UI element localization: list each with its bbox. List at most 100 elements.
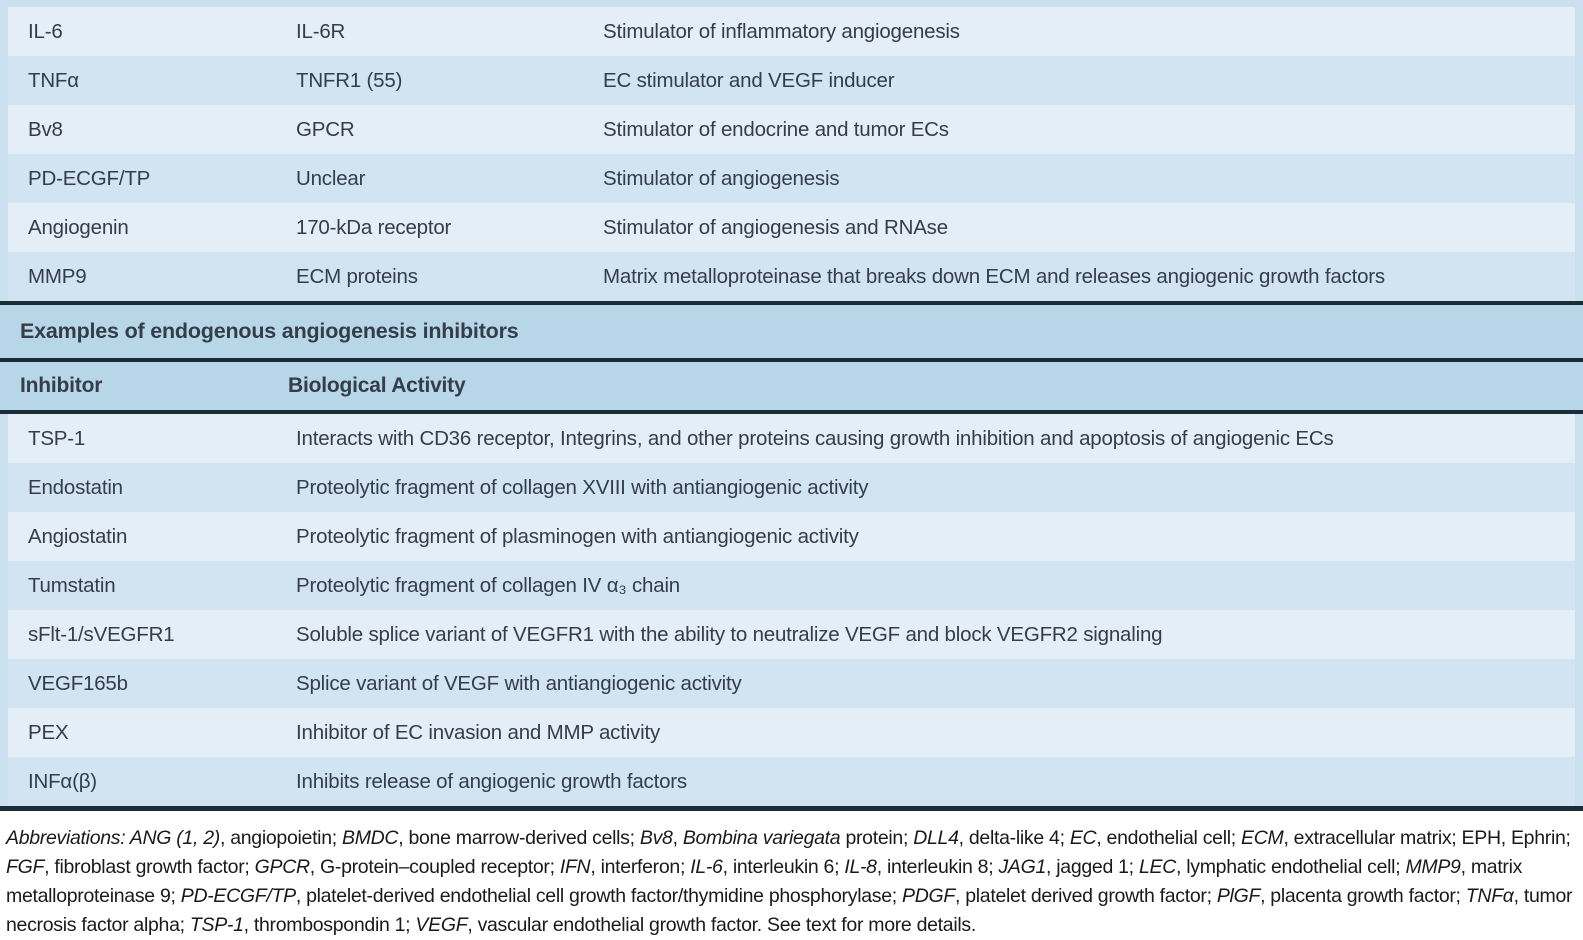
activity-cell: Soluble splice variant of VEGFR1 with th… (296, 622, 1163, 646)
inhibitor-cell: sFlt-1/sVEGFR1 (28, 622, 175, 646)
column-header-row: Inhibitor Biological Activity (0, 362, 1583, 410)
activity-cell: Stimulator of angiogenesis (603, 166, 840, 190)
activity-cell: Stimulator of endocrine and tumor ECs (603, 117, 949, 141)
activity-cell: Interacts with CD36 receptor, Integrins,… (296, 426, 1334, 450)
footnote-segment: , interferon; (590, 856, 691, 878)
footnote-segment: , platelet-derived endothelial cell grow… (295, 885, 903, 907)
inhibitor-cell: PEX (28, 720, 69, 744)
footnote-segment: ECM (1241, 827, 1284, 849)
footnote-segment: , thrombospondin 1; (243, 914, 416, 936)
activity-cell: Inhibits release of angiogenic growth fa… (296, 769, 687, 793)
factor-cell: Angiogenin (28, 215, 129, 239)
footnote-segment: , angiopoietin; (219, 827, 342, 849)
inhibitor-cell: Tumstatin (28, 573, 116, 597)
angiogenesis-table: IL-6 IL-6R Stimulator of inflammatory angi… (0, 0, 1583, 811)
section-header-label: Examples of endogenous angiogenesis inhi… (20, 319, 519, 343)
inhibitor-row: VEGF165b Splice variant of VEGF with anti… (8, 659, 1575, 708)
footnote-segment: PDGF (902, 885, 955, 907)
footnote-segment: MMP9 (1405, 856, 1461, 878)
footnote-segment: , extracellular matrix; EPH, Ephrin; (1283, 827, 1571, 849)
activity-cell: Matrix metalloproteinase that breaks dow… (603, 264, 1385, 288)
footnote-segment: , endothelial cell; (1096, 827, 1241, 849)
factor-cell: Bv8 (28, 117, 63, 141)
horizontal-rule (0, 410, 1583, 414)
footnote-segment: IL-8 (844, 856, 877, 878)
footnote-segment: , matrix metalloproteinase 9; (6, 856, 1523, 907)
inhibitor-cell: VEGF165b (28, 671, 128, 695)
stimulators-body: IL-6 IL-6R Stimulator of inflammatory angi… (0, 7, 1583, 301)
footnote-segment: , interleukin 6; (722, 856, 845, 878)
footnote-segment: , (672, 827, 683, 849)
factor-cell: MMP9 (28, 264, 87, 288)
footnote-segment: TSP-1 (189, 914, 244, 936)
column-header-activity: Biological Activity (288, 374, 466, 397)
receptor-cell: TNFR1 (55) (296, 68, 403, 92)
activity-cell: Stimulator of inflammatory angiogenesis (603, 19, 960, 43)
inhibitor-row: Angiostatin Proteolytic fragment of plasm… (8, 512, 1575, 561)
horizontal-rule (0, 301, 1583, 305)
activity-cell: Stimulator of angiogenesis and RNAse (603, 215, 948, 239)
receptor-cell: 170-kDa receptor (296, 215, 452, 239)
footnote-segment: VEGF (415, 914, 468, 936)
inhibitor-row: sFlt-1/sVEGFR1 Soluble splice variant of … (8, 610, 1575, 659)
footnote-segment: TNFα (1465, 885, 1514, 907)
activity-cell: Proteolytic fragment of collagen IV α₃ c… (296, 573, 681, 597)
inhibitor-cell: TSP-1 (28, 426, 86, 450)
stimulator-row: MMP9 ECM proteins Matrix metalloproteinase… (8, 252, 1575, 301)
footnote-segment: , jagged 1; (1046, 856, 1139, 878)
factor-cell: PD-ECGF/TP (28, 166, 151, 190)
inhibitor-cell: Endostatin (28, 475, 123, 499)
receptor-cell: Unclear (296, 166, 366, 190)
inhibitor-row: TSP-1 Interacts with CD36 receptor, Integ… (8, 414, 1575, 463)
activity-cell: Proteolytic fragment of collagen XVIII w… (296, 475, 869, 499)
footnote-segment: PlGF (1216, 885, 1261, 907)
footnote-segment: , G-protein–coupled receptor; (309, 856, 560, 878)
footnote-segment: DLL4 (913, 827, 959, 849)
abbreviations-footnote: Abbreviations: ANG (1, 2), angiopoietin;… (0, 811, 1583, 940)
footnote-segment: FGF (6, 856, 45, 878)
footnote-segment: , platelet derived growth factor; (954, 885, 1217, 907)
inhibitor-row: INFα(β) Inhibits release of angiogenic gr… (8, 757, 1575, 806)
section-header-row: Examples of endogenous angiogenesis inhi… (0, 305, 1583, 358)
stimulator-row: PD-ECGF/TP Unclear Stimulator of angiogene… (8, 154, 1575, 203)
receptor-cell: ECM proteins (296, 264, 418, 288)
footnote-segment: JAG1 (998, 856, 1047, 878)
footnote-segment: , fibroblast growth factor; (44, 856, 255, 878)
bottom-rule (0, 806, 1583, 811)
horizontal-rule (0, 358, 1583, 362)
column-header-inhibitor: Inhibitor (20, 374, 103, 397)
stimulator-row: Angiogenin 170-kDa receptor Stimulator of … (8, 203, 1575, 252)
activity-cell: Inhibitor of EC invasion and MMP activit… (296, 720, 661, 744)
footnote-segment: IFN (559, 856, 591, 878)
inhibitors-body: TSP-1 Interacts with CD36 receptor, Integ… (0, 414, 1583, 806)
inhibitor-cell: Angiostatin (28, 524, 128, 548)
footnote-segment: , interleukin 8; (876, 856, 999, 878)
footnote-segment: Bv8 (639, 827, 673, 849)
footnote-segment: ANG (1, 2) (129, 827, 220, 849)
footnote-segment: EC (1069, 827, 1097, 849)
inhibitor-cell: INFα(β) (28, 769, 97, 793)
footnote-segment: IL-6 (690, 856, 723, 878)
factor-cell: IL-6 (28, 19, 63, 43)
footnote-segment: , delta-like 4; (958, 827, 1070, 849)
activity-cell: Proteolytic fragment of plasminogen with… (296, 524, 859, 548)
stimulator-row: TNFα TNFR1 (55) EC stimulator and VEGF ind… (8, 56, 1575, 105)
receptor-cell: IL-6R (296, 19, 346, 43)
factor-cell: TNFα (28, 68, 79, 92)
footnote-segment: protein; (840, 827, 914, 849)
footnote-segment: LEC (1138, 856, 1176, 878)
footnote-segment: PD-ECGF/TP (180, 885, 296, 907)
activity-cell: Splice variant of VEGF with antiangiogen… (296, 671, 742, 695)
stimulator-row: IL-6 IL-6R Stimulator of inflammatory angi… (8, 7, 1575, 56)
footnote-segment: , bone marrow-derived cells; (398, 827, 640, 849)
footnote-segment: , tumor necrosis factor alpha; (6, 885, 1573, 936)
footnote-segment: Abbreviations: (6, 827, 130, 849)
footnote-segment: , vascular endothelial growth factor. Se… (467, 914, 976, 936)
footnote-segment: Bombina variegata (682, 827, 841, 849)
footnote-segment: , lymphatic endothelial cell; (1175, 856, 1406, 878)
footnote-segment: , placenta growth factor; (1260, 885, 1466, 907)
inhibitor-row: Endostatin Proteolytic fragment of collag… (8, 463, 1575, 512)
inhibitor-row: PEX Inhibitor of EC invasion and MMP acti… (8, 708, 1575, 757)
receptor-cell: GPCR (296, 117, 355, 141)
footnote-segment: GPCR (254, 856, 310, 878)
